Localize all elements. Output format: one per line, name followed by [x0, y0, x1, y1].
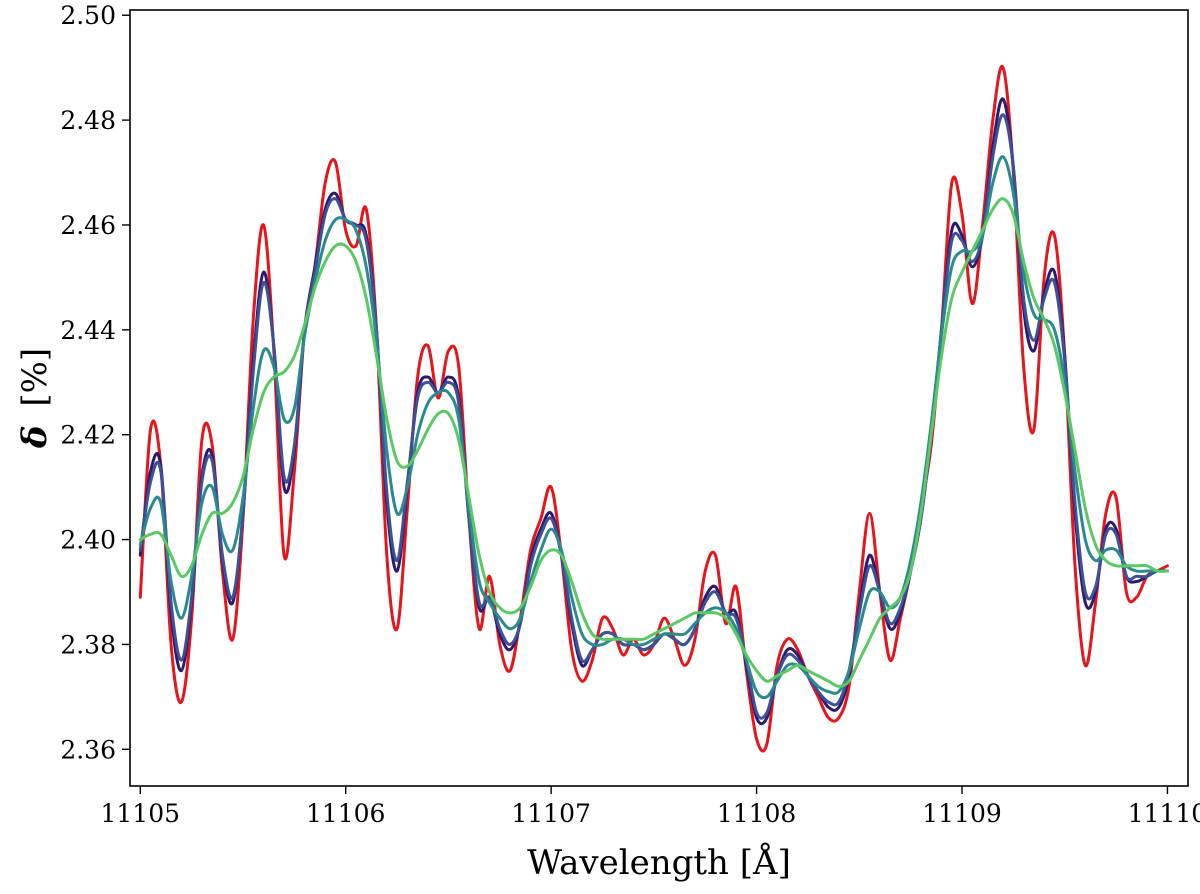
series-line-5 [138, 197, 1169, 688]
y-tick-label: 2.42 [60, 421, 116, 450]
x-tick-label: 11107 [511, 799, 591, 828]
x-axis-ticks: 11105 11106 11107 11108 11109 11110 [101, 786, 1200, 828]
y-tick-label: 2.36 [60, 735, 116, 764]
y-axis-label: δ [%] [15, 348, 55, 449]
x-tick-label: 11106 [306, 799, 386, 828]
y-tick-label: 2.46 [60, 211, 116, 240]
x-tick-label: 11110 [1128, 799, 1200, 828]
y-axis-label-symbol: δ [15, 425, 55, 449]
y-tick-label: 2.40 [60, 526, 116, 555]
plot-frame [129, 9, 1189, 787]
x-tick-label: 11109 [922, 799, 1002, 828]
x-axis-label: Wavelength [Å] [527, 842, 791, 883]
y-axis-ticks: 2.36 2.38 2.40 2.42 2.44 2.46 2.48 2.50 [60, 1, 130, 764]
y-tick-label: 2.38 [60, 630, 116, 659]
y-tick-label: 2.44 [60, 316, 116, 345]
y-tick-label: 2.50 [60, 1, 116, 30]
y-axis-label-unit: [%] [15, 348, 55, 407]
series-line-3 [138, 113, 1169, 720]
x-tick-label: 11108 [717, 799, 797, 828]
series-layer [138, 64, 1169, 753]
x-tick-label: 11105 [101, 799, 181, 828]
series-line-4 [138, 155, 1169, 700]
y-tick-label: 2.48 [60, 106, 116, 135]
